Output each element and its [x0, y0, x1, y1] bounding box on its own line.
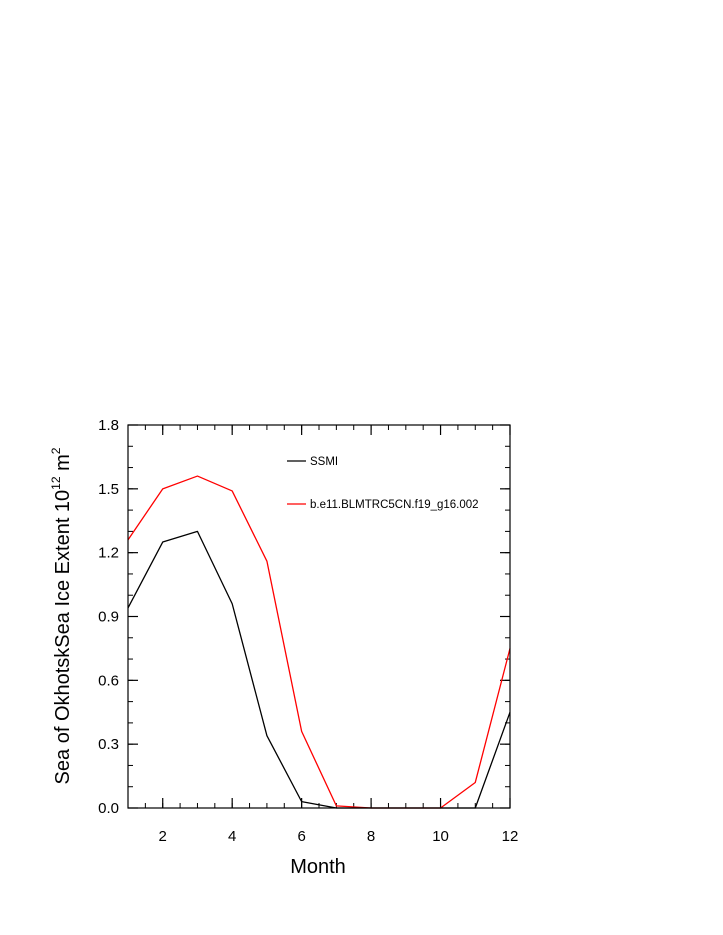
y-axis-title-unit: m [52, 454, 74, 476]
y-tick-label: 1.2 [98, 545, 119, 562]
legend: SSMI b.e11.BLMTRC5CN.f19_g16.002 [287, 456, 479, 511]
y-tick-label: 0.6 [98, 672, 119, 689]
minor-ticks [127, 424, 511, 809]
y-tick-label: 0.3 [98, 736, 119, 753]
x-tick-labels: 2 4 6 8 10 12 [159, 828, 519, 845]
series-lines [127, 475, 511, 809]
legend-label: b.e11.BLMTRC5CN.f19_g16.002 [310, 499, 479, 511]
y-axis-title-exponent: 12 [49, 476, 63, 490]
x-tick-label: 2 [159, 828, 167, 845]
series-line-2 [127, 475, 511, 809]
y-axis-title-unit-exponent: 2 [49, 447, 63, 454]
y-tick-label: 0.0 [98, 800, 119, 817]
x-axis-title: Month [290, 856, 346, 878]
y-axis-title-text: Sea of OkhotskSea Ice Extent 10 [52, 490, 74, 785]
y-tick-label: 1.8 [98, 417, 119, 434]
y-axis-title: Sea of OkhotskSea Ice Extent 1012 m2 [49, 447, 74, 784]
x-tick-label: 12 [502, 828, 519, 845]
x-tick-label: 4 [228, 828, 236, 845]
y-tick-labels: 0.0 0.3 0.6 0.9 1.2 1.5 1.8 [98, 417, 119, 817]
y-tick-label: 1.5 [98, 481, 119, 498]
x-tick-label: 8 [367, 828, 375, 845]
x-tick-label: 6 [297, 828, 305, 845]
series-line-1 [127, 530, 511, 809]
major-ticks [128, 424, 511, 809]
plot-frame [127, 424, 511, 809]
x-tick-label: 10 [432, 828, 449, 845]
y-tick-label: 0.9 [98, 609, 119, 626]
legend-label: SSMI [310, 456, 338, 468]
